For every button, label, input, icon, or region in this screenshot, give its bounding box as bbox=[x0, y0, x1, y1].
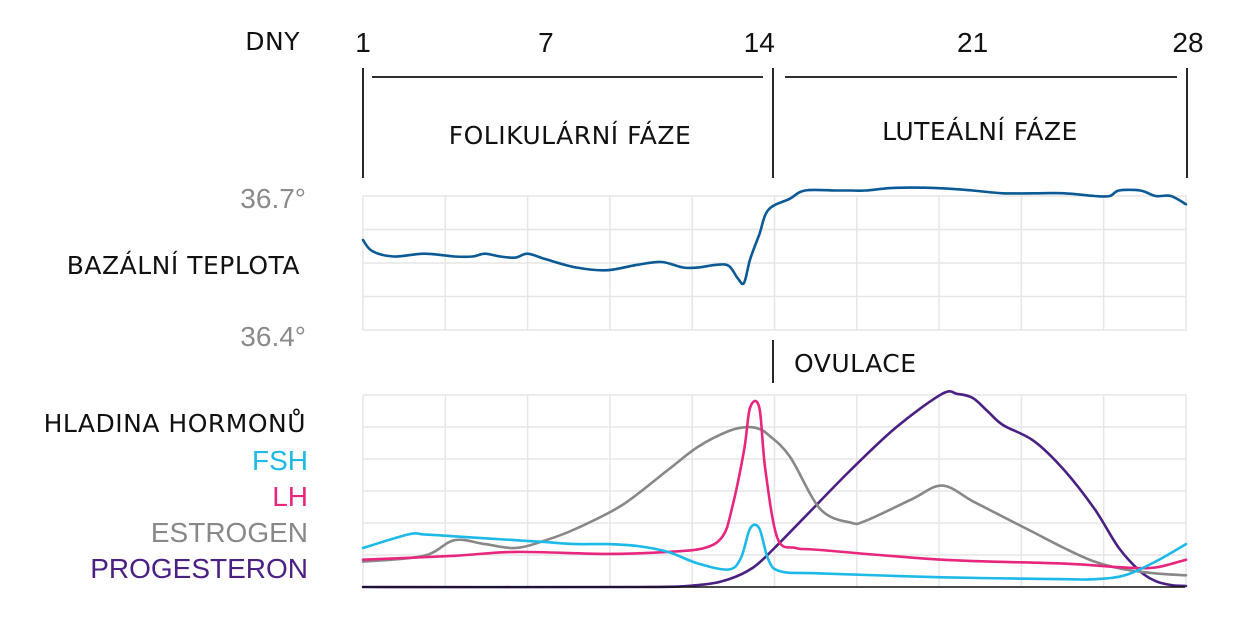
temperature-grid bbox=[362, 195, 1187, 331]
day-tick-label: 7 bbox=[538, 27, 554, 58]
hormone-levels-label: HLADINA HORMONŮ bbox=[44, 408, 306, 438]
hormone-lines bbox=[361, 390, 1188, 589]
temperature-tick-bottom: 36.4° bbox=[240, 321, 306, 352]
follicular-phase-label: FOLIKULÁRNÍ FÁZE bbox=[449, 121, 692, 150]
day-tick-label: 28 bbox=[1172, 27, 1203, 58]
temperature-tick-top: 36.7° bbox=[240, 183, 306, 214]
basal-temperature-label: BAZÁLNÍ TEPLOTA bbox=[67, 251, 300, 280]
legend-entry-lh: LH bbox=[272, 481, 308, 512]
day-ticks: 1 7 14 21 28 bbox=[355, 27, 1203, 58]
series-line-progesteron bbox=[361, 390, 1188, 589]
day-tick-label: 21 bbox=[957, 27, 988, 58]
day-tick-label: 1 bbox=[355, 27, 371, 58]
series-line-fsh bbox=[361, 523, 1188, 581]
hormone-grid bbox=[362, 394, 1187, 588]
legend-entry-estrogen: ESTROGEN bbox=[151, 517, 308, 548]
luteal-phase-label: LUTEÁLNÍ FÁZE bbox=[882, 117, 1078, 146]
basal-temperature-line bbox=[361, 186, 1188, 286]
series-line-estrogen bbox=[361, 425, 1188, 577]
x-axis-label: DNY bbox=[245, 27, 300, 56]
hormone-legend: FSH LH ESTROGEN PROGESTERON bbox=[90, 445, 308, 584]
ovulation-label: OVULACE bbox=[794, 349, 917, 378]
legend-entry-fsh: FSH bbox=[252, 445, 308, 476]
series-line-lh bbox=[361, 399, 1188, 570]
legend-entry-progesteron: PROGESTERON bbox=[90, 553, 308, 584]
day-tick-label: 14 bbox=[744, 27, 775, 58]
